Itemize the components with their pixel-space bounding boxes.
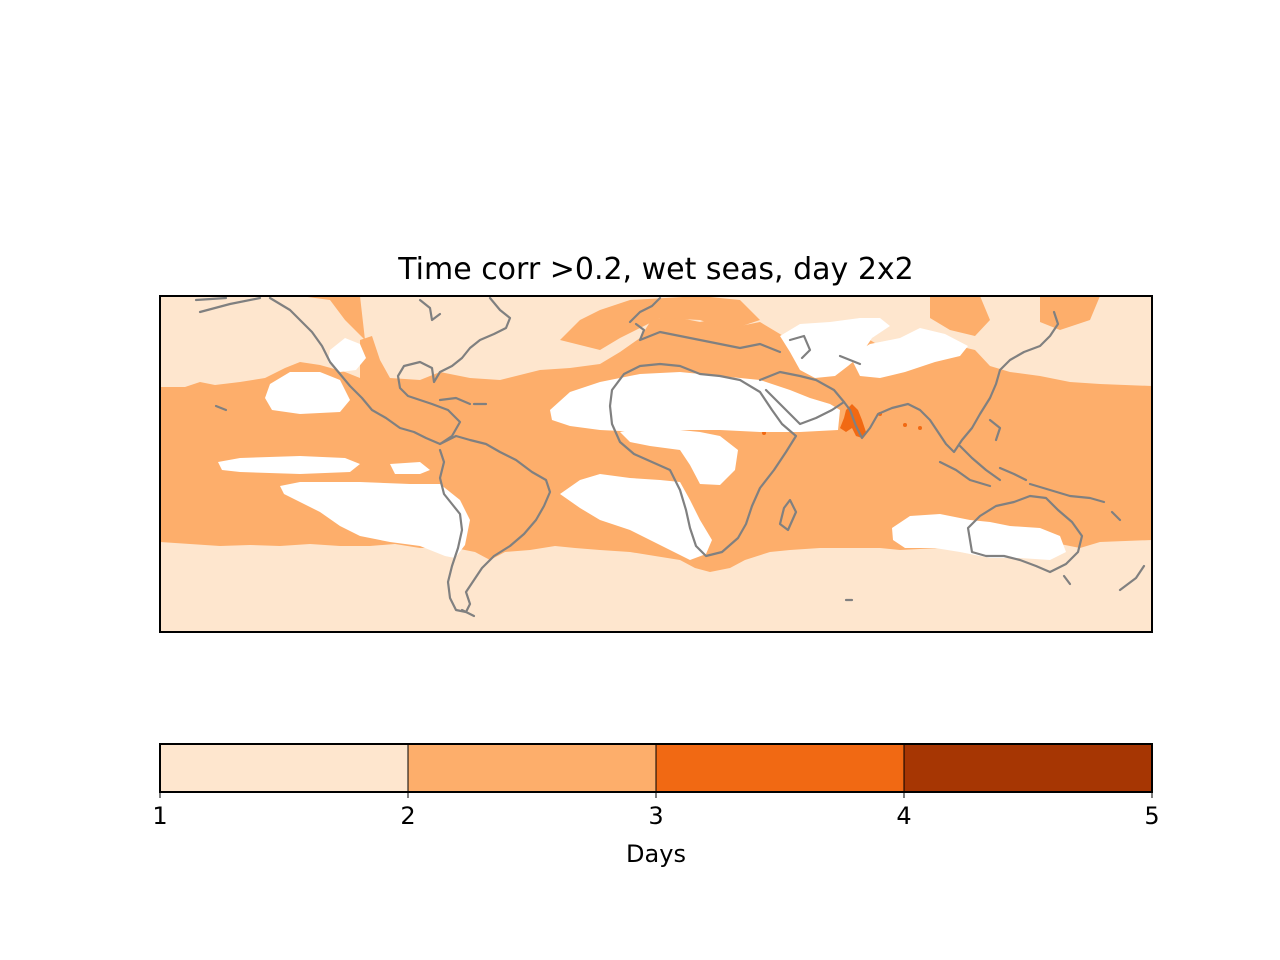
coast-europe bbox=[628, 296, 782, 354]
colorbar-tick-label: 3 bbox=[648, 802, 663, 830]
map-panel bbox=[159, 295, 1153, 633]
field-bin-3-4-dot bbox=[903, 423, 907, 427]
colorbar-tick-label: 4 bbox=[896, 802, 911, 830]
field-bin-3-4-dot bbox=[918, 426, 922, 430]
colorbar-bin-1 bbox=[159, 743, 409, 793]
field-bin-2-3-north bbox=[300, 296, 1100, 350]
coast-north-america bbox=[198, 296, 512, 446]
colorbar-bin-2 bbox=[407, 743, 657, 793]
colorbar: 1 2 3 4 5 bbox=[152, 743, 1160, 830]
coast-south-america bbox=[438, 434, 552, 614]
colorbar-tick-label: 1 bbox=[152, 802, 167, 830]
coast-indonesia bbox=[938, 418, 1106, 504]
coast-asia bbox=[788, 310, 1060, 454]
masked-regions bbox=[218, 318, 1066, 560]
chart-title: Time corr >0.2, wet seas, day 2x2 bbox=[397, 252, 914, 287]
colorbar-tick-label: 2 bbox=[400, 802, 415, 830]
colorbar-bin-4 bbox=[903, 743, 1153, 793]
colorbar-bin-3 bbox=[655, 743, 905, 793]
colorbar-label: Days bbox=[626, 840, 686, 868]
coast-madagascar bbox=[778, 498, 798, 532]
coast-africa bbox=[608, 362, 798, 558]
coast-arabia bbox=[758, 370, 846, 426]
coastlines bbox=[194, 296, 1146, 618]
colorbar-tick-label: 5 bbox=[1144, 802, 1159, 830]
map-frame bbox=[159, 295, 1153, 633]
coast-caribbean bbox=[438, 396, 488, 406]
coast-australia bbox=[966, 494, 1084, 574]
